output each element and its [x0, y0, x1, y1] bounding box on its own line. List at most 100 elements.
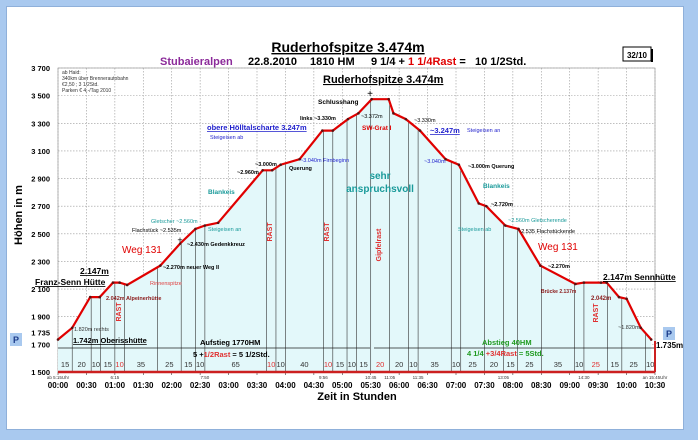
profile-point	[392, 112, 395, 115]
profile-point	[444, 157, 447, 161]
svg-text:~3.000m: ~3.000m	[255, 162, 277, 168]
page-title: Ruderhofspitze 3.474m	[271, 39, 424, 55]
duration: 9 1/4 + 1 1/4Rast = 10 1/2Std.	[371, 56, 526, 68]
x-tick-label: 08:30	[531, 381, 552, 390]
svg-text:~1.820m: ~1.820m	[618, 325, 640, 331]
x-tick-label: 09:30	[588, 381, 609, 390]
profile-point	[194, 227, 197, 231]
profile-area	[58, 99, 652, 372]
svg-text:anspruchsvoll: anspruchsvoll	[346, 184, 414, 195]
svg-text:~2.560m Gletscherende: ~2.560m Gletscherende	[508, 218, 567, 224]
segment-duration-label: 25	[525, 360, 533, 369]
profile-point	[485, 204, 488, 208]
y-tick-label: 2 500	[31, 230, 50, 239]
segment-duration-label: 25	[592, 360, 600, 369]
profile-point	[216, 221, 220, 225]
x-tick-label: 10:30	[645, 381, 666, 390]
svg-text:Steigeisen ab: Steigeisen ab	[458, 227, 491, 233]
segment-duration-label: 20	[376, 360, 384, 369]
x-tick-label: 04:30	[304, 381, 325, 390]
svg-text:RAST: RAST	[116, 302, 123, 322]
segment-duration-label: 40	[300, 360, 308, 369]
svg-text:Schlusshang: Schlusshang	[318, 99, 358, 106]
svg-text:2.147m: 2.147m	[80, 266, 109, 276]
segment-duration-label: 35	[137, 360, 145, 369]
x-tick-label: 07:00	[446, 381, 467, 390]
segment-duration-label: 10	[646, 360, 654, 369]
svg-text:~3.040m Firnbeginn: ~3.040m Firnbeginn	[300, 158, 349, 164]
svg-text:Parken € 4,-/Tag 2010: Parken € 4,-/Tag 2010	[62, 88, 111, 94]
svg-text:ab Haid:: ab Haid:	[62, 70, 81, 76]
segment-duration-label: 25	[630, 360, 638, 369]
profile-point	[599, 281, 603, 284]
profile-point	[118, 281, 121, 284]
clock-time-label: 10:45	[365, 375, 377, 380]
clock-time-label: 9:56	[319, 375, 328, 380]
svg-text:1.735m: 1.735m	[656, 341, 683, 350]
y-tick-label: 1 735	[31, 329, 50, 338]
info-box: ab Haid: 340km über Brennerautobahn €2,5…	[62, 70, 129, 94]
y-tick-label: 2 900	[31, 175, 50, 184]
profile-point	[321, 129, 324, 132]
profile-point	[357, 112, 360, 115]
svg-text:€2,50 ; 3 1/2Std.: €2,50 ; 3 1/2Std.	[62, 82, 99, 88]
segment-duration-label: 25	[468, 360, 476, 369]
svg-text:~3.040m: ~3.040m	[424, 159, 446, 165]
profile-point	[261, 168, 264, 172]
segment-duration-label: 10	[452, 360, 460, 369]
svg-text:Steigeisen ab: Steigeisen ab	[210, 135, 243, 141]
profile-point	[639, 326, 643, 330]
segment-duration-label: 35	[431, 360, 439, 369]
segment-duration-label: 10	[409, 360, 417, 369]
x-tick-label: 09:00	[559, 381, 580, 390]
profile-point	[370, 97, 373, 101]
x-tick-label: 06:30	[417, 381, 438, 390]
segment-duration-label: 15	[359, 360, 367, 369]
x-tick-label: 00:00	[48, 381, 69, 390]
clock-time-label: an 15:45Uhr	[643, 375, 668, 380]
svg-text:1.742m Oberisshütte: 1.742m Oberisshütte	[73, 336, 147, 345]
clock-time-label: 13:05	[498, 375, 510, 380]
x-tick-label: 07:30	[474, 381, 495, 390]
profile-point	[70, 326, 74, 330]
x-tick-labels: 00:00 00:30 01:00 01:30 02:00 02:30 03:00 03:30…	[48, 372, 666, 390]
profile-point	[418, 129, 422, 132]
clock-labels: ab 5:15Uhr 6:15 7:50 9:56 10:45 11:05 11:35 13:…	[47, 375, 668, 380]
parking-icon-start	[10, 333, 22, 346]
x-tick-label: 10:00	[616, 381, 637, 390]
profile-point	[125, 283, 129, 287]
svg-text:~2.720m: ~2.720m	[491, 202, 513, 208]
segment-duration-label: 15	[336, 360, 344, 369]
profile-point	[477, 202, 481, 205]
svg-text:links ~3.330m: links ~3.330m	[300, 116, 336, 122]
x-tick-label: 02:00	[161, 381, 182, 390]
profile-point	[517, 227, 520, 231]
profile-point	[503, 224, 507, 227]
profile-point	[298, 157, 301, 161]
segment-duration-label: 10	[92, 360, 100, 369]
segment-lines	[71, 100, 646, 372]
y-tick-labels: 3 700 3 500 3 300 3 100 2 900 2 700 2 500 2 300…	[31, 64, 50, 377]
badge: 32/10	[627, 51, 648, 60]
svg-text:Gletscher ~2.560m: Gletscher ~2.560m	[151, 219, 198, 225]
date: 22.8.2010	[248, 56, 297, 68]
svg-text:+: +	[177, 235, 182, 245]
profile-points	[56, 97, 653, 341]
height-meters: 1810 HM	[310, 56, 355, 68]
clock-time-label: 7:50	[200, 375, 209, 380]
svg-text:~3.372m: ~3.372m	[361, 114, 383, 120]
segment-duration-label: 15	[506, 360, 514, 369]
y-axis-title: Höhen in m	[13, 185, 25, 245]
y-tick-label: 3 700	[31, 64, 50, 73]
profile-point	[649, 338, 653, 341]
svg-text:1.820m rechts: 1.820m rechts	[74, 327, 109, 333]
x-tick-label: 02:30	[190, 381, 211, 390]
clock-time-label: 6:15	[110, 375, 119, 380]
svg-text:2.147m Sennhütte: 2.147m Sennhütte	[603, 272, 676, 282]
profile-point	[387, 97, 391, 101]
x-tick-label: 01:30	[133, 381, 154, 390]
segment-duration-label: 10	[115, 360, 123, 369]
clock-time-label: ab 5:15Uhr	[47, 375, 70, 380]
y-tick-label: 1 700	[31, 340, 50, 349]
